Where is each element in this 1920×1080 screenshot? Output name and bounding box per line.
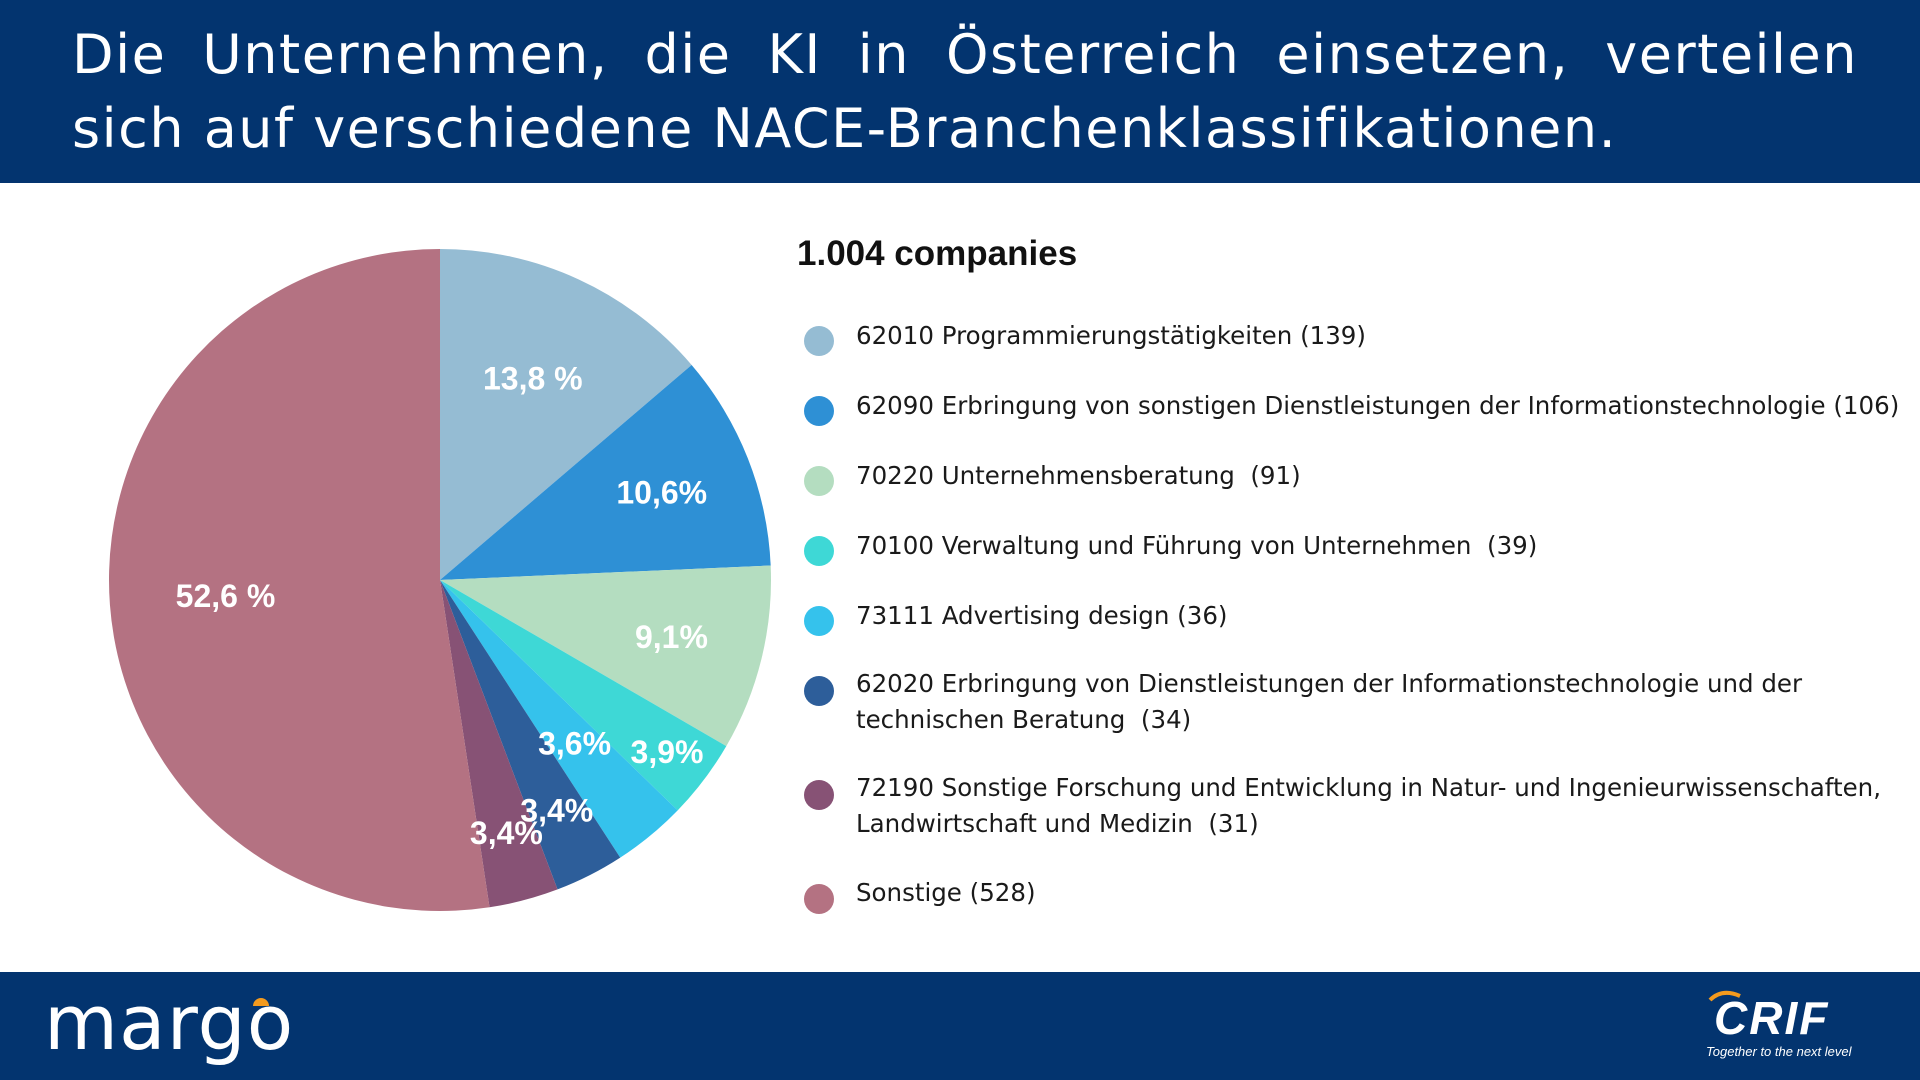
legend-label-7: 72190 Sonstige Forschung und Entwicklung…	[856, 773, 1881, 838]
pie-slice-label-3: 9,1%	[635, 619, 708, 655]
svg-text:CRIF: CRIF	[1714, 992, 1829, 1044]
legend-swatch-6	[804, 676, 834, 706]
pie-slice-3	[440, 565, 771, 747]
pie-chart-svg: 13,8 % 10,6% 9,1% 3,9% 3,6% 3,4%3,4% 52,6 %	[108, 249, 771, 912]
legend-swatch-4	[804, 536, 834, 566]
footer-bar	[0, 972, 1920, 1080]
legend-swatch-5	[804, 606, 834, 636]
pie-slice-label-8: 52,6 %	[176, 578, 276, 614]
pie-slice-label-7: 3,4%	[470, 815, 543, 851]
pie-slice-4	[440, 580, 727, 811]
margo-logo: margo	[44, 978, 295, 1067]
legend-title: 1.004 companies	[797, 234, 1078, 273]
header-banner: Die Unternehmen, die KI in Österreich ei…	[0, 0, 1920, 183]
pie-slice-label-2: 10,6%	[616, 475, 707, 511]
pie-slice-label-1: 13,8 %	[483, 361, 583, 397]
legend-swatch-1	[804, 326, 834, 356]
legend-label-4: 70100 Verwaltung und Führung von Unterne…	[856, 531, 1538, 560]
pie-chart: 13,8 % 10,6% 9,1% 3,9% 3,6% 3,4% 3,4% 52,6 %	[100, 240, 780, 920]
pie-slice-6	[440, 580, 621, 890]
page-title: Die Unternehmen, die KI in Österreich ei…	[72, 23, 1858, 160]
pie-slice-label-5: 3,6%	[538, 726, 611, 762]
legend-label-3: 70220 Unternehmensberatung (91)	[856, 461, 1301, 490]
pie-slice-8	[108, 249, 490, 912]
legend-swatch-2	[804, 396, 834, 426]
legend-label-5: 73111 Advertising design (36)	[856, 601, 1228, 630]
legend-swatch-3	[804, 466, 834, 496]
legend-swatch-7	[804, 780, 834, 810]
pie-slice-5	[440, 580, 678, 858]
legend-swatch-8	[804, 884, 834, 914]
pie-slice-label-6: 3,4%	[520, 792, 593, 828]
legend-label-2: 62090 Erbringung von sonstigen Dienstlei…	[856, 391, 1900, 420]
legend-label-8: Sonstige (528)	[856, 878, 1036, 907]
crif-logo-icon: CRIF	[1708, 990, 1829, 1044]
pie-slice-1	[440, 249, 692, 580]
crif-tagline: Together to the next level	[1706, 1044, 1852, 1059]
legend-label-6: 62020 Erbringung von Dienstleistungen de…	[856, 669, 1803, 734]
pie-slice-2	[440, 364, 771, 580]
pie-slice-label-4: 3,9%	[631, 734, 704, 770]
pie-slice-7	[440, 580, 558, 908]
margo-logo-accent-icon	[253, 998, 269, 1006]
legend-label-1: 62010 Programmierungstätigkeiten (139)	[856, 321, 1366, 350]
